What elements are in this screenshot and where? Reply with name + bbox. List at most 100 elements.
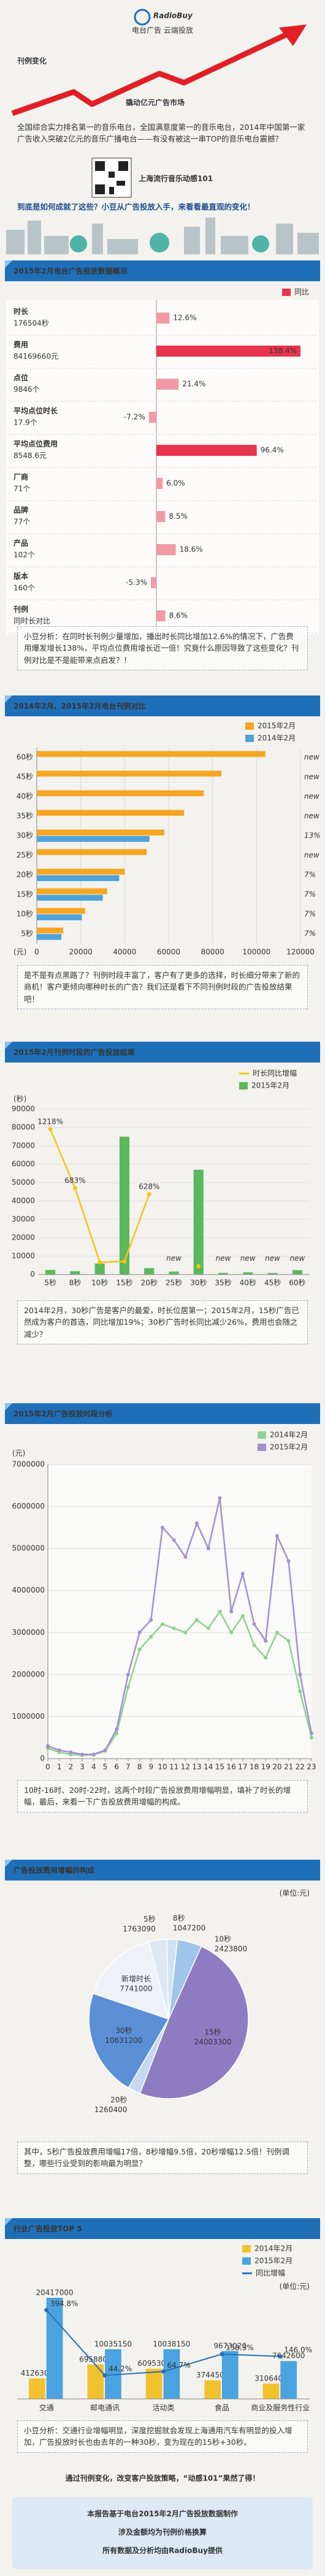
slice-value: 10631200 [105, 2036, 142, 2045]
growth-label: new [304, 812, 319, 820]
y-tick-label: 20秒 [17, 871, 33, 879]
analysis-note: 10时-16时、20时-22时，这两个时段广告投放费用增幅明显，填补了时长的增幅… [17, 1780, 308, 1813]
y-tick-label: 0 [30, 1270, 35, 1279]
x-tick-label: 60秒 [289, 1279, 305, 1287]
x-tick-label: 40秒 [240, 1279, 256, 1287]
line-point [196, 1264, 201, 1269]
x-tick-label: 45秒 [264, 1279, 281, 1287]
value-label: 8.5% [169, 512, 188, 521]
row-label: 平均点位费用 [13, 439, 58, 449]
legend-label: 2014年2月 [270, 1431, 308, 1439]
row-label: 产品 [13, 539, 28, 548]
x-tick-label: 22 [296, 1763, 305, 1771]
building [107, 239, 138, 254]
x-tick-label: 60000 [157, 948, 180, 957]
x-tick-label: 25秒 [166, 1279, 182, 1287]
line-point [229, 1631, 234, 1635]
line-point [252, 1622, 256, 1626]
y-tick-label: 80000 [12, 1123, 35, 1132]
plot-area [48, 1464, 312, 1759]
legend-swatch [242, 2245, 251, 2252]
x-tick-label: 80000 [201, 948, 224, 957]
legend-swatch [245, 735, 254, 742]
x-tick-label: 2 [69, 1763, 74, 1771]
y-tick-label: 90000 [12, 1105, 35, 1113]
value-label: 21.4% [182, 380, 205, 388]
legend-swatch [242, 2257, 251, 2265]
line-point [220, 2352, 224, 2357]
bar [156, 511, 166, 522]
building [28, 221, 41, 254]
slogan: 通过刊例变化，改变客户投放策略，“动感101”果然了得！ [66, 2474, 260, 2483]
annotation: new [240, 1254, 256, 1263]
x-tick-label: 21 [284, 1763, 293, 1771]
line-point [48, 1127, 53, 1132]
logo-icon [134, 9, 151, 26]
value-label: 8.6% [169, 612, 188, 620]
line-point [80, 1752, 85, 1757]
section-banner [5, 1403, 320, 1424]
bar [37, 829, 164, 836]
slice-value: 1763090 [123, 1925, 155, 1933]
line-point [206, 1547, 210, 1551]
footer-box [12, 2497, 313, 2569]
growth-label: new [304, 792, 319, 801]
line-point [286, 1639, 291, 1643]
bar [37, 888, 107, 895]
bar [156, 379, 179, 390]
x-tick-label: 20 [272, 1763, 281, 1771]
bar [37, 875, 120, 881]
bar [37, 849, 147, 855]
line-point [69, 1750, 73, 1754]
x-tick-label: 邮电通讯 [90, 2404, 120, 2412]
x-tick-label: 11 [169, 1763, 178, 1771]
x-tick-label: 食品 [215, 2403, 229, 2412]
y-tick-label: 40000 [12, 1197, 35, 1205]
y-tick-label: 7000000 [12, 1460, 45, 1469]
x-tick-label: 35秒 [215, 1279, 231, 1287]
section-title: 2015年2月电台广告投放数据概况 [13, 267, 128, 276]
bar [37, 934, 62, 940]
x-tick-label: 9 [148, 1763, 153, 1771]
y-tick-label: 70000 [12, 1142, 35, 1150]
x-tick-label: 10秒 [91, 1279, 108, 1287]
building [184, 227, 200, 254]
y-tick-label: 25秒 [17, 851, 33, 860]
banner-accent [5, 260, 12, 268]
legend-label: 同比增幅 [256, 2268, 285, 2278]
legend-label: 2014年2月 [254, 2245, 292, 2253]
x-tick-label: 23 [307, 1763, 316, 1771]
bar [156, 313, 170, 324]
y-tick-label: 35秒 [17, 812, 33, 820]
line-point [126, 1672, 130, 1676]
growth-label: 7% [304, 930, 316, 938]
growth-label: new [304, 773, 319, 781]
value-label: 10038150 [153, 2339, 190, 2348]
bar [37, 770, 221, 777]
annotation: new [166, 1254, 182, 1263]
line-point [98, 1260, 102, 1265]
building [205, 218, 215, 254]
bar [37, 751, 266, 757]
line-point [183, 1631, 188, 1635]
slice-label: 8秒 [173, 1914, 185, 1923]
bar [46, 2298, 63, 2399]
value-label: 12.6% [173, 314, 196, 322]
bar [37, 790, 204, 797]
row-sublabel: 77个 [13, 518, 30, 526]
station-name: 上海流行音乐动感101 [139, 174, 213, 183]
slice-label: 30秒 [115, 2026, 132, 2035]
bar [262, 2383, 280, 2399]
slice-value: 7741000 [120, 1984, 152, 1993]
line-point [137, 1631, 142, 1635]
row-label: 刊例 [13, 605, 28, 614]
line-point [57, 1748, 61, 1752]
line-point [126, 1685, 130, 1689]
bar [29, 2378, 45, 2399]
x-tick-label: 100000 [242, 948, 270, 957]
row-sublabel: 84169660元 [13, 352, 58, 361]
row-label: 厂商 [13, 472, 28, 482]
x-tick-label: 14 [204, 1763, 213, 1771]
y-axis-label: (元) [12, 1449, 25, 1458]
value-label: 6958800 [79, 2355, 112, 2363]
